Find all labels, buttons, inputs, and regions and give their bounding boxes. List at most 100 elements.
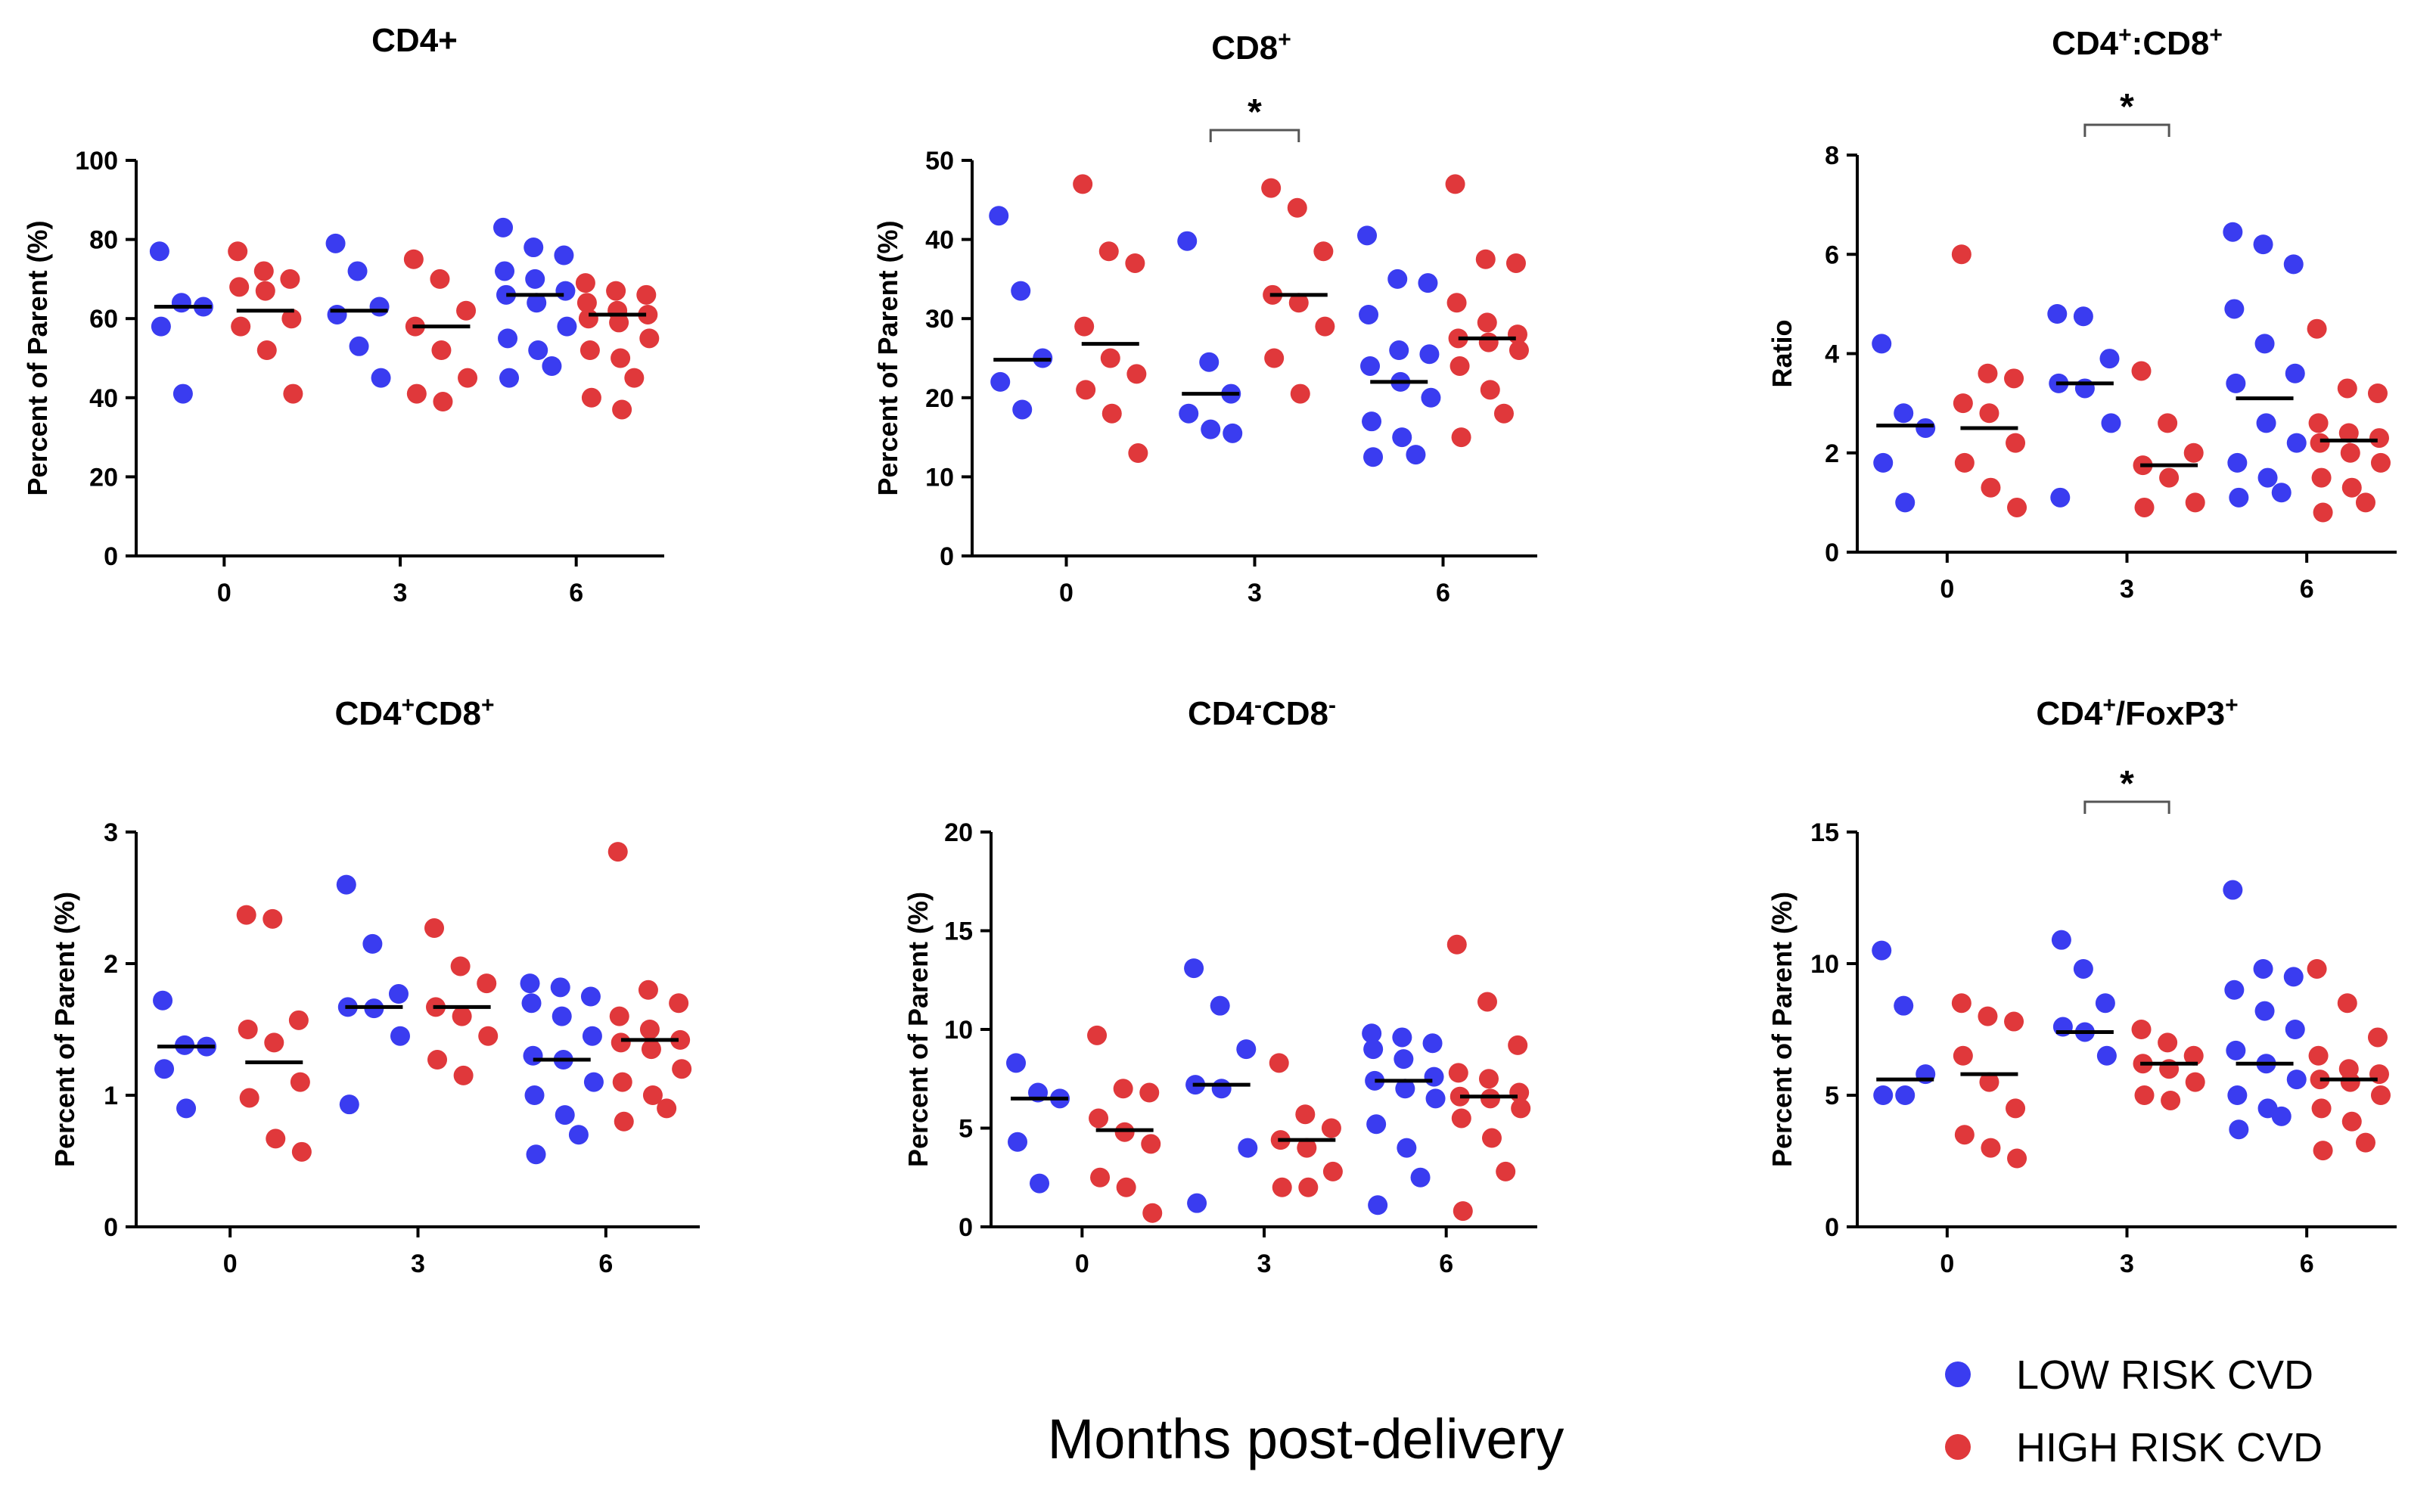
data-point-high — [581, 387, 601, 408]
data-point-low — [526, 1144, 546, 1165]
y-tick-label: 5 — [959, 1115, 973, 1144]
data-point-low — [2271, 1106, 2292, 1126]
chart-title: CD4+/FoxP3+ — [2036, 693, 2238, 733]
y-tick-label: 50 — [925, 147, 954, 175]
data-point-high — [1298, 1177, 1319, 1197]
group-high-0 — [1951, 244, 2027, 517]
data-point-high — [229, 277, 250, 297]
group-high-0 — [1073, 174, 1148, 464]
data-point-low — [493, 217, 514, 238]
data-point-high — [264, 1032, 284, 1053]
data-point-low — [2256, 413, 2276, 433]
data-point-low — [583, 1072, 604, 1092]
y-tick-label: 0 — [940, 542, 954, 571]
x-tick-label: 6 — [1436, 579, 1450, 607]
data-point-high — [458, 368, 478, 388]
y-tick-label: 1 — [104, 1082, 118, 1110]
data-point-high — [2006, 1098, 2026, 1119]
data-point-high — [1477, 312, 1497, 333]
data-point-high — [1481, 1128, 1502, 1148]
data-point-low — [1236, 1039, 1257, 1060]
data-point-low — [550, 977, 570, 998]
data-point-low — [2050, 487, 2071, 508]
data-point-low — [171, 293, 191, 313]
group-low-6 — [493, 217, 577, 388]
chart-panel-2: CD8+ 0 10 20 30 40 50 0 3 6 Percent of Parent (%) * — [872, 27, 1537, 607]
x-tick-label: 3 — [1257, 1250, 1272, 1278]
data-point-low — [525, 269, 545, 289]
data-point-low — [154, 1059, 175, 1079]
y-tick-label: 10 — [925, 463, 954, 492]
data-point-high — [238, 1020, 258, 1039]
data-point-low — [1006, 1053, 1027, 1073]
data-point-high — [1981, 477, 2001, 498]
group-high-0 — [1087, 1025, 1163, 1223]
data-point-high — [1297, 1138, 1317, 1158]
data-point-low — [1421, 387, 1441, 408]
data-point-high — [636, 284, 657, 305]
data-point-high — [611, 348, 631, 368]
data-point-low — [1872, 940, 1892, 961]
data-point-low — [527, 293, 547, 313]
data-point-high — [1089, 1108, 1109, 1129]
data-point-high — [2134, 1085, 2155, 1105]
y-tick-label: 8 — [1825, 141, 1839, 170]
data-point-low — [1872, 334, 1892, 354]
data-point-high — [1953, 1045, 1973, 1066]
data-point-high — [1951, 993, 1971, 1014]
data-point-high — [2185, 492, 2205, 513]
data-point-low — [1410, 1167, 1431, 1188]
chart-title: CD4-CD8- — [1188, 693, 1336, 733]
x-tick-label: 6 — [598, 1250, 613, 1278]
data-point-high — [609, 312, 629, 333]
data-point-high — [1287, 197, 1307, 218]
data-point-high — [1126, 364, 1147, 384]
data-point-low — [2229, 1119, 2249, 1140]
y-tick-label: 20 — [89, 463, 118, 492]
data-point-low — [1008, 1132, 1028, 1152]
legend-marker-low-risk — [1945, 1361, 1971, 1387]
data-point-low — [1422, 1033, 1443, 1054]
data-point-low — [1916, 418, 1936, 438]
group-low-6 — [2223, 222, 2307, 508]
y-tick-label: 10 — [944, 1016, 973, 1045]
data-point-low — [2285, 363, 2305, 383]
data-point-low — [1895, 492, 1916, 513]
data-point-high — [2370, 452, 2391, 473]
data-point-high — [430, 269, 450, 289]
data-point-high — [291, 1141, 312, 1162]
legend-marker-high-risk — [1945, 1434, 1971, 1460]
data-point-low — [2253, 234, 2273, 255]
data-point-high — [2338, 423, 2359, 443]
data-point-low — [327, 304, 347, 324]
data-point-high — [657, 1098, 677, 1119]
data-point-low — [520, 973, 540, 994]
data-point-high — [1128, 443, 1148, 464]
y-axis-label: Percent of Parent (%) — [22, 220, 53, 495]
data-point-low — [2253, 958, 2273, 979]
x-tick-label: 3 — [1248, 579, 1262, 607]
group-high-0 — [228, 241, 303, 404]
x-tick-label: 0 — [1059, 579, 1074, 607]
significance-bracket — [1209, 129, 1300, 142]
data-point-low — [2257, 467, 2278, 488]
group-low-6 — [1357, 225, 1441, 467]
data-point-high — [433, 392, 453, 412]
data-point-high — [2313, 1141, 2333, 1161]
data-point-high — [2307, 318, 2327, 339]
group-high-6 — [2307, 318, 2391, 523]
data-point-high — [1496, 1161, 1516, 1181]
data-point-high — [2367, 383, 2388, 403]
data-point-low — [1011, 281, 1031, 301]
data-point-high — [288, 1010, 309, 1030]
y-tick-label: 4 — [1825, 340, 1839, 369]
x-tick-label: 6 — [1439, 1250, 1453, 1278]
data-point-high — [228, 241, 248, 262]
data-point-high — [2341, 1111, 2362, 1132]
data-point-high — [1087, 1025, 1108, 1045]
chart-panel-6: CD4+/FoxP3+ 0 5 10 15 0 3 6 Percent of Parent (%… — [1766, 693, 2397, 1278]
data-point-high — [1269, 1053, 1289, 1073]
group-high-6 — [2307, 958, 2391, 1161]
data-point-high — [639, 328, 660, 349]
data-point-high — [1954, 1125, 1975, 1145]
